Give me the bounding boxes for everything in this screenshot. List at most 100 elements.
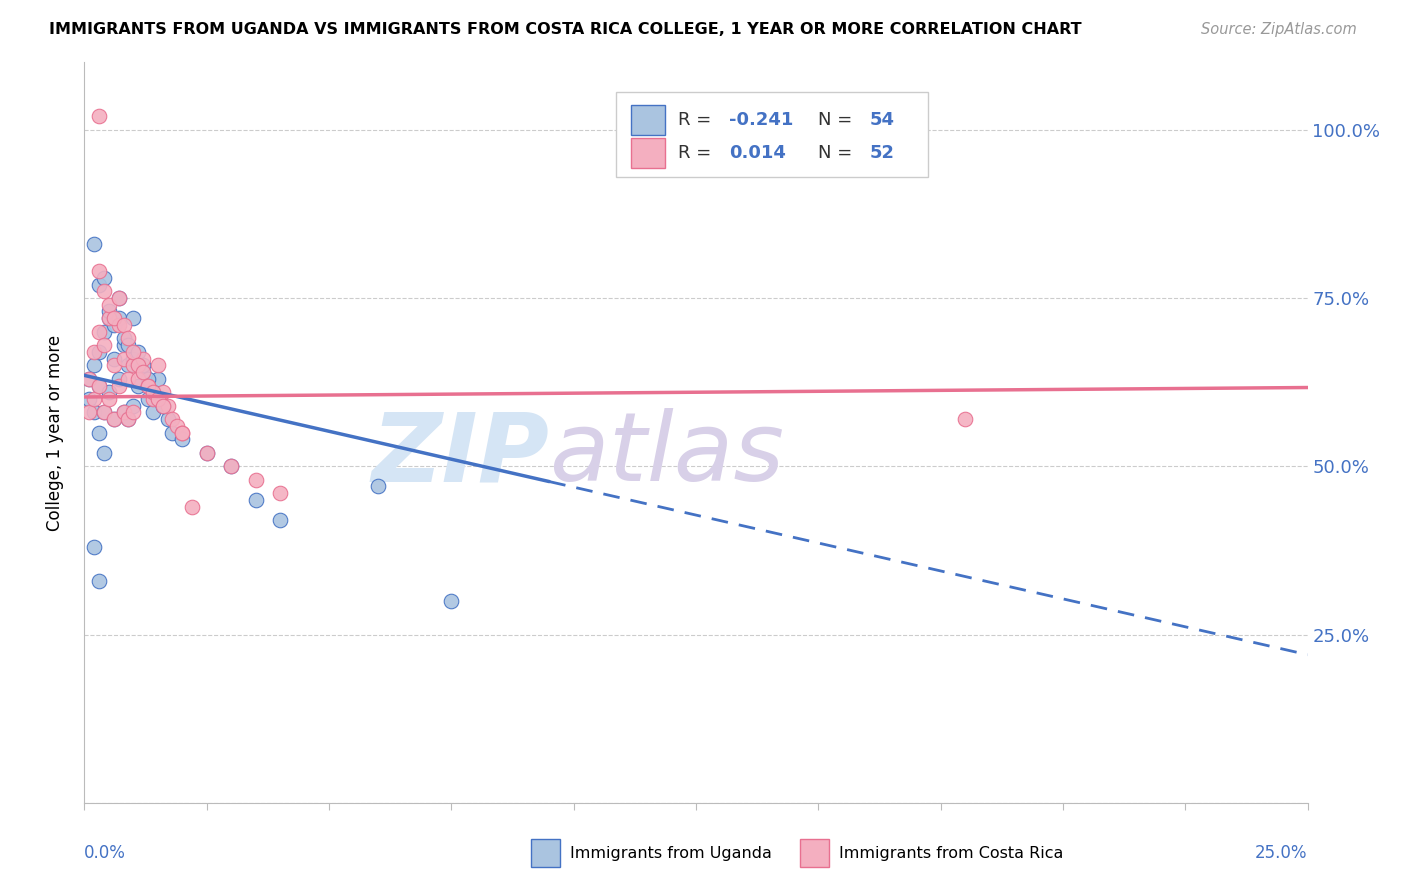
Point [77,372,100,386]
Point [93,405,115,419]
Point [117,412,139,426]
Point [127,359,149,373]
Point [152,399,174,413]
Point [136,378,159,392]
Point [87,325,110,339]
Text: N =: N = [818,144,858,161]
Text: Immigrants from Costa Rica: Immigrants from Costa Rica [839,846,1063,861]
Point [103,311,125,326]
Point [93,338,115,352]
Point [152,399,174,413]
Point [953,412,976,426]
Point [97,392,120,406]
Point [93,325,115,339]
Point [122,344,145,359]
Text: 52: 52 [870,144,894,161]
Text: R =: R = [678,144,717,161]
Text: 25.0%: 25.0% [1256,844,1308,862]
Point [87,109,110,123]
Point [117,338,139,352]
Point [146,392,169,406]
Point [97,385,120,400]
Point [97,311,120,326]
Point [107,318,129,332]
Point [112,405,135,419]
Point [77,392,100,406]
Point [122,399,145,413]
Text: IMMIGRANTS FROM UGANDA VS IMMIGRANTS FROM COSTA RICA COLLEGE, 1 YEAR OR MORE COR: IMMIGRANTS FROM UGANDA VS IMMIGRANTS FRO… [49,22,1081,37]
Point [107,291,129,305]
Text: R =: R = [678,112,717,129]
Point [136,392,159,406]
Point [136,372,159,386]
Point [162,412,184,426]
Point [195,446,218,460]
Point [132,359,155,373]
Point [245,492,267,507]
Point [172,425,194,440]
Point [107,372,129,386]
Point [93,285,115,299]
Point [87,277,110,292]
Point [127,378,149,392]
Point [162,425,184,440]
Point [77,372,100,386]
Point [97,304,120,318]
Point [172,433,194,447]
Point [156,399,179,413]
Text: atlas: atlas [550,409,785,501]
Point [112,331,135,345]
FancyBboxPatch shape [631,105,665,135]
Point [112,338,135,352]
Text: N =: N = [818,112,858,129]
Point [83,405,105,419]
Point [269,486,291,500]
Point [152,385,174,400]
Point [97,311,120,326]
Y-axis label: College, 1 year or more: College, 1 year or more [45,334,63,531]
Point [269,513,291,527]
Point [83,359,105,373]
Point [132,365,155,379]
Point [103,351,125,366]
Point [127,372,149,386]
Text: -0.241: -0.241 [728,112,793,129]
Point [117,331,139,345]
Point [219,459,242,474]
Point [112,351,135,366]
FancyBboxPatch shape [631,138,665,168]
Point [83,540,105,554]
Point [195,446,218,460]
Point [122,311,145,326]
Point [132,351,155,366]
Point [142,385,165,400]
Point [87,574,110,588]
Point [103,318,125,332]
Point [83,392,105,406]
Point [142,392,165,406]
Point [156,412,179,426]
Point [87,378,110,392]
Point [103,412,125,426]
Point [107,311,129,326]
Text: 54: 54 [870,112,894,129]
Point [97,298,120,312]
Point [127,344,149,359]
Point [136,378,159,392]
Point [107,291,129,305]
Point [87,425,110,440]
Point [107,378,129,392]
Point [219,459,242,474]
FancyBboxPatch shape [531,839,560,867]
Point [166,418,188,433]
Point [93,405,115,419]
Text: 0.0%: 0.0% [84,844,127,862]
Point [112,405,135,419]
Point [93,270,115,285]
Point [367,479,389,493]
Point [122,405,145,419]
Point [181,500,204,514]
Point [122,351,145,366]
Point [83,344,105,359]
Point [142,405,165,419]
